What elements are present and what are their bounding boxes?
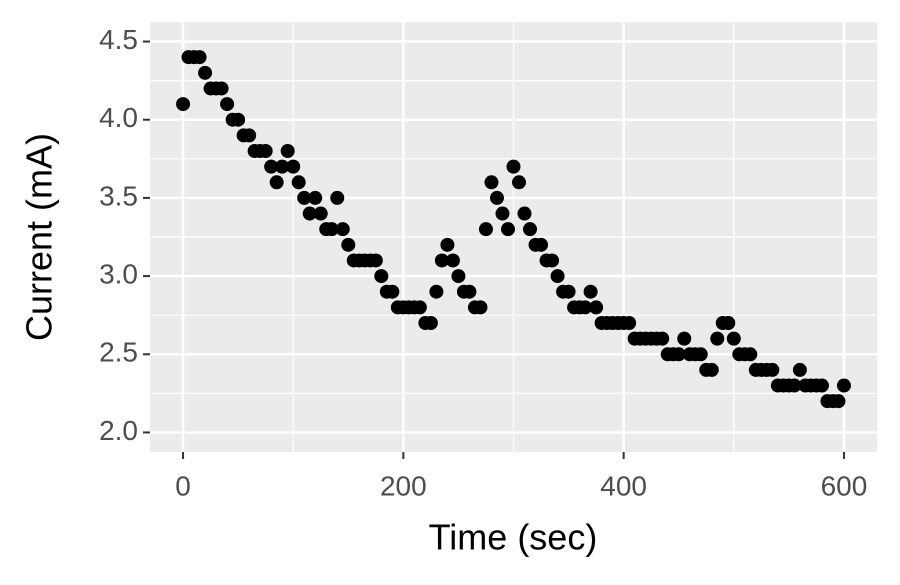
point bbox=[721, 316, 736, 330]
point bbox=[291, 175, 306, 190]
point bbox=[836, 378, 851, 393]
point bbox=[313, 206, 328, 221]
point bbox=[489, 190, 504, 205]
y-tick-label: 3.0 bbox=[99, 258, 138, 289]
point bbox=[423, 316, 438, 330]
point bbox=[765, 362, 780, 377]
point bbox=[330, 190, 345, 205]
y-axis-title: Current (mA) bbox=[19, 133, 60, 341]
point bbox=[743, 347, 758, 362]
point bbox=[814, 378, 829, 393]
point bbox=[484, 175, 499, 190]
point bbox=[445, 253, 460, 268]
point bbox=[622, 316, 637, 330]
point bbox=[451, 269, 466, 284]
point bbox=[693, 347, 708, 362]
point bbox=[523, 222, 538, 237]
point bbox=[473, 300, 488, 315]
point bbox=[440, 237, 455, 252]
point bbox=[550, 269, 565, 284]
point bbox=[831, 394, 846, 409]
x-tick-label: 600 bbox=[821, 470, 868, 501]
point bbox=[792, 362, 807, 377]
point bbox=[258, 144, 273, 158]
point bbox=[710, 331, 725, 346]
point bbox=[512, 175, 527, 190]
y-tick-label: 2.5 bbox=[99, 337, 138, 368]
point bbox=[308, 190, 323, 205]
point bbox=[726, 331, 741, 346]
point bbox=[434, 253, 449, 268]
point bbox=[583, 284, 598, 299]
point bbox=[655, 331, 670, 346]
point bbox=[341, 237, 356, 252]
point bbox=[589, 300, 604, 315]
point bbox=[412, 300, 427, 315]
point bbox=[368, 253, 383, 268]
point bbox=[534, 237, 549, 252]
point bbox=[506, 159, 521, 174]
point bbox=[561, 284, 576, 299]
point bbox=[335, 222, 350, 237]
point bbox=[517, 206, 532, 221]
point bbox=[462, 284, 477, 299]
point bbox=[302, 206, 317, 221]
point bbox=[297, 190, 312, 205]
point bbox=[385, 284, 400, 299]
point bbox=[677, 331, 692, 346]
point bbox=[704, 362, 719, 377]
x-tick-label: 0 bbox=[175, 470, 191, 501]
x-axis-title: Time (sec) bbox=[429, 517, 598, 558]
point bbox=[286, 159, 301, 174]
point bbox=[429, 284, 444, 299]
y-tick-label: 4.0 bbox=[99, 102, 138, 133]
y-tick-label: 2.0 bbox=[99, 415, 138, 446]
point bbox=[231, 112, 246, 127]
y-tick-label: 3.5 bbox=[99, 180, 138, 211]
x-tick-label: 400 bbox=[600, 470, 647, 501]
point bbox=[374, 269, 389, 284]
point bbox=[324, 222, 339, 237]
x-tick-label: 200 bbox=[380, 470, 427, 501]
point bbox=[242, 128, 257, 143]
point bbox=[578, 300, 593, 315]
point bbox=[495, 206, 510, 221]
point bbox=[280, 144, 295, 158]
point bbox=[269, 175, 284, 190]
point bbox=[264, 159, 279, 174]
point bbox=[220, 97, 235, 112]
y-tick-label: 4.5 bbox=[99, 24, 138, 55]
point bbox=[500, 222, 515, 237]
point bbox=[478, 222, 493, 237]
point bbox=[671, 347, 686, 362]
point bbox=[545, 253, 560, 268]
point bbox=[275, 159, 290, 174]
point bbox=[198, 65, 213, 80]
point bbox=[192, 50, 207, 65]
point bbox=[787, 378, 802, 393]
point bbox=[176, 97, 191, 112]
point bbox=[214, 81, 229, 96]
